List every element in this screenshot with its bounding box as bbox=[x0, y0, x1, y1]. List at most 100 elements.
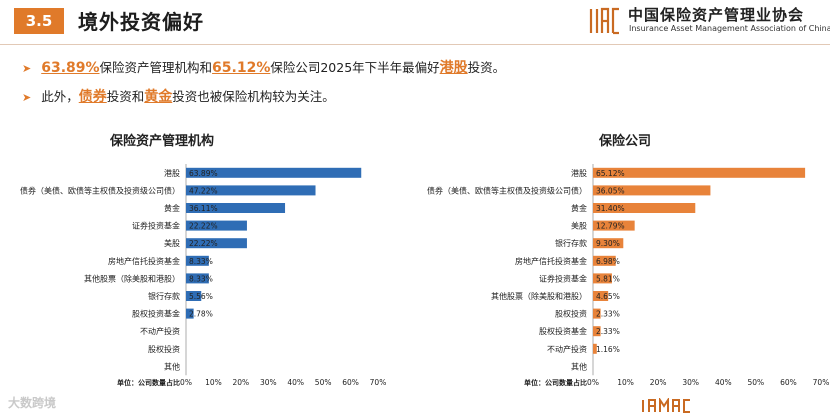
category-label: 美股 bbox=[164, 238, 180, 248]
data-label: 9.30% bbox=[596, 239, 620, 248]
bullet-text: 投资也被保险机构较为关注。 bbox=[172, 89, 335, 104]
data-label: 31.40% bbox=[596, 204, 625, 213]
data-label: 8.33% bbox=[189, 257, 213, 266]
header-bar: 3.5 境外投资偏好 中国保险资产管理业协会 Insurance Asset M… bbox=[0, 0, 830, 45]
chart-title-right: 保险公司 bbox=[599, 134, 652, 149]
data-label: 2.78% bbox=[189, 310, 213, 319]
bar bbox=[593, 326, 601, 337]
data-label: 36.05% bbox=[596, 186, 625, 195]
category-label: 股权投资基金 bbox=[539, 326, 587, 336]
bar bbox=[593, 291, 609, 301]
x-tick-label: 70% bbox=[813, 378, 830, 387]
category-label: 其他股票（除美股和港股） bbox=[84, 273, 180, 283]
category-label: 美股 bbox=[571, 221, 587, 231]
data-label: 1.16% bbox=[596, 345, 620, 354]
arrow-bullet-icon: ➤ bbox=[22, 62, 32, 75]
bullet-2: ➤ 此外，债券投资和黄金投资也被保险机构较为关注。 bbox=[22, 86, 335, 106]
data-label: 2.33% bbox=[596, 327, 620, 336]
highlight-pct-1: 63.89% bbox=[41, 60, 100, 76]
data-label: 65.12% bbox=[596, 169, 625, 178]
category-label: 证券投资基金 bbox=[539, 273, 587, 283]
section-number-badge: 3.5 bbox=[14, 8, 64, 34]
bar bbox=[186, 255, 209, 266]
data-label: 36.11% bbox=[189, 204, 218, 213]
x-tick-label: 50% bbox=[315, 378, 332, 387]
highlight-asset: 黄金 bbox=[144, 89, 173, 105]
highlight-pct-2: 65.12% bbox=[212, 60, 271, 76]
data-label: 22.22% bbox=[189, 222, 218, 231]
org-name-en: Insurance Asset Management Association o… bbox=[629, 24, 830, 33]
bar bbox=[186, 273, 209, 284]
x-tick-label: 70% bbox=[370, 378, 387, 387]
bullet-text: 保险资产管理机构和 bbox=[99, 60, 213, 75]
category-label: 黄金 bbox=[164, 203, 180, 213]
bar bbox=[186, 291, 202, 301]
category-label: 股权投资 bbox=[555, 309, 587, 319]
category-label: 不动产投资 bbox=[140, 326, 180, 336]
bar bbox=[593, 203, 696, 213]
bar bbox=[186, 167, 362, 178]
bar bbox=[186, 238, 247, 249]
data-label: 12.79% bbox=[596, 222, 625, 231]
x-tick-label: 20% bbox=[650, 378, 667, 387]
category-label: 其他股票（除美股和港股） bbox=[491, 291, 587, 301]
bar bbox=[593, 255, 616, 266]
bar bbox=[593, 220, 635, 231]
bar bbox=[593, 308, 601, 319]
data-label: 5.81% bbox=[596, 274, 620, 283]
data-label: 47.22% bbox=[189, 186, 218, 195]
highlight-asset: 港股 bbox=[439, 60, 468, 76]
category-label: 港股 bbox=[571, 168, 587, 178]
x-tick-label: 50% bbox=[748, 378, 765, 387]
data-label: 4.65% bbox=[596, 292, 620, 301]
asset-mgmt-bar-chart: 港股 63.89% 债券（美债、欧债等主权债及投资级公司债） 47.22% 黄金 36.1… bbox=[20, 164, 387, 387]
bar bbox=[593, 167, 806, 178]
x-tick-label: 60% bbox=[342, 378, 359, 387]
x-tick-label: 40% bbox=[287, 378, 304, 387]
bar bbox=[593, 273, 612, 284]
category-label: 港股 bbox=[164, 168, 180, 178]
bullet-text: 投资。 bbox=[467, 60, 506, 75]
x-tick-label: 20% bbox=[233, 378, 250, 387]
bar bbox=[593, 343, 597, 354]
arrow-bullet-icon: ➤ bbox=[22, 91, 32, 104]
category-label: 其他 bbox=[164, 361, 180, 371]
category-label: 债券（美债、欧债等主权债及投资级公司债） bbox=[427, 185, 587, 195]
category-label: 股权投资基金 bbox=[132, 309, 180, 319]
page-title: 境外投资偏好 bbox=[78, 10, 204, 34]
bullet-text: 保险公司2025年下半年最偏好 bbox=[270, 60, 440, 75]
x-tick-label: 40% bbox=[715, 378, 732, 387]
bullet-text: 此外， bbox=[41, 89, 79, 104]
bullet-1: ➤ 63.89%保险资产管理机构和65.12%保险公司2025年下半年最偏好港股投… bbox=[22, 57, 505, 77]
unit-label: 单位：公司数量占比 bbox=[117, 378, 180, 387]
bar bbox=[593, 185, 711, 196]
data-label: 8.33% bbox=[189, 274, 213, 283]
category-label: 债券（美债、欧债等主权债及投资级公司债） bbox=[20, 185, 180, 195]
data-label: 63.89% bbox=[189, 169, 218, 178]
chart-title-left: 保险资产管理机构 bbox=[110, 134, 215, 149]
x-tick-label: 0% bbox=[587, 378, 599, 387]
data-label: 6.98% bbox=[596, 257, 620, 266]
bar bbox=[593, 238, 624, 249]
bar bbox=[186, 185, 316, 196]
x-tick-label: 30% bbox=[260, 378, 277, 387]
x-tick-label: 30% bbox=[682, 378, 699, 387]
insurance-co-bar-chart: 港股 65.12% 债券（美债、欧债等主权债及投资级公司债） 36.05% 黄金 31.4… bbox=[427, 164, 830, 387]
category-label: 房地产信托投资基金 bbox=[108, 256, 180, 266]
category-label: 黄金 bbox=[571, 203, 587, 213]
footer-iamac-logo-icon bbox=[642, 398, 690, 413]
category-label: 不动产投资 bbox=[547, 344, 587, 354]
bar bbox=[186, 220, 247, 231]
data-label: 2.33% bbox=[596, 310, 620, 319]
category-label: 银行存款 bbox=[555, 238, 587, 248]
category-label: 房地产信托投资基金 bbox=[515, 256, 587, 266]
bar bbox=[186, 308, 194, 319]
highlight-asset: 债券 bbox=[78, 89, 107, 105]
category-label: 证券投资基金 bbox=[132, 221, 180, 231]
data-label: 5.56% bbox=[189, 292, 213, 301]
unit-label: 单位：公司数量占比 bbox=[524, 378, 587, 387]
bullet-text: 投资和 bbox=[106, 89, 145, 104]
category-label: 股权投资 bbox=[148, 344, 180, 354]
category-label: 银行存款 bbox=[148, 291, 180, 301]
data-label: 22.22% bbox=[189, 239, 218, 248]
